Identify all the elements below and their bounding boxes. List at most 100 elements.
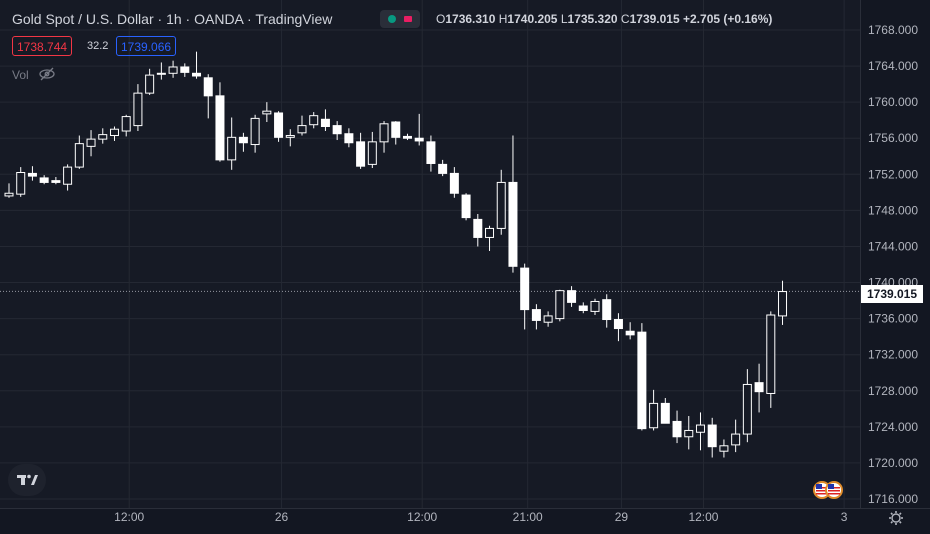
price-tick-label: 1756.000 xyxy=(868,131,918,145)
candle-body-down xyxy=(332,125,342,135)
candle-body-up xyxy=(74,143,84,168)
candle-body-down xyxy=(625,330,635,336)
candle-body-up xyxy=(250,117,260,146)
price-tick-label: 1720.000 xyxy=(868,456,918,470)
market-open-icon xyxy=(388,15,396,23)
candle-body-up xyxy=(367,141,377,165)
candle-body-down xyxy=(602,299,612,321)
tradingview-logo[interactable] xyxy=(8,464,46,496)
candle-body-down xyxy=(215,95,225,161)
price-tick-label: 1724.000 xyxy=(868,420,918,434)
price-tick-label: 1768.000 xyxy=(868,23,918,37)
candle-body-down xyxy=(461,194,471,219)
candle-body-down xyxy=(449,172,459,194)
price-tick-label: 1736.000 xyxy=(868,312,918,326)
chart-area[interactable] xyxy=(0,0,860,508)
candle-body-up xyxy=(227,136,237,161)
volume-indicator-label[interactable]: Vol xyxy=(12,68,29,82)
candle-body-down xyxy=(51,180,61,183)
buy-button[interactable]: 1739.066 xyxy=(116,36,177,56)
candle-body-down xyxy=(27,172,37,177)
candle-body-down xyxy=(39,177,49,183)
price-tick-label: 1732.000 xyxy=(868,348,918,362)
alert-icon xyxy=(404,16,412,22)
candle-body-up xyxy=(109,128,119,137)
price-tick-label: 1760.000 xyxy=(868,95,918,109)
candle-body-up xyxy=(86,138,96,147)
candle-body-down xyxy=(274,112,284,138)
candle-body-down xyxy=(520,267,530,311)
candle-body-up xyxy=(543,315,553,323)
open-value: 1736.310 xyxy=(445,12,496,26)
price-tick-label: 1744.000 xyxy=(868,239,918,253)
candle-body-down xyxy=(438,163,448,174)
candle-body-down xyxy=(613,319,623,330)
candle-body-up xyxy=(684,429,694,438)
market-status-toggle[interactable] xyxy=(380,10,420,28)
candle-body-up xyxy=(168,66,178,74)
symbol-name: Gold Spot / U.S. Dollar xyxy=(12,11,154,27)
candle-body-up xyxy=(496,181,506,229)
candle-body-down xyxy=(356,141,366,167)
time-tick-label: 12:00 xyxy=(407,510,437,524)
candle-body-down xyxy=(672,420,682,438)
candle-body-up xyxy=(63,166,73,185)
candle-body-down xyxy=(578,305,588,311)
candle-body-up xyxy=(766,314,776,394)
spread-value: 32.2 xyxy=(87,40,109,52)
symbol-legend[interactable]: Gold Spot / U.S. Dollar · 1h · OANDA · T… xyxy=(12,11,333,27)
price-tick-label: 1764.000 xyxy=(868,59,918,73)
candle-body-up xyxy=(98,134,108,140)
candle-body-up xyxy=(262,110,272,115)
price-axis[interactable] xyxy=(860,0,930,508)
time-tick-label: 26 xyxy=(275,510,289,524)
settings-gear-icon[interactable] xyxy=(886,508,906,528)
candle-body-up xyxy=(297,125,307,134)
close-value: 1739.015 xyxy=(629,12,680,26)
candle-body-down xyxy=(320,118,330,128)
tv-logo-icon xyxy=(17,474,38,485)
us-flag-events-icon[interactable] xyxy=(810,478,850,502)
candle-body-down xyxy=(192,72,202,77)
candle-body-down xyxy=(531,309,541,321)
candle-body-down xyxy=(391,121,401,138)
candle-body-up xyxy=(285,135,295,138)
candle-body-down xyxy=(414,137,424,142)
ohlc-readout: O1736.310 H1740.205 L1735.320 C1739.015 … xyxy=(436,12,773,26)
time-axis[interactable] xyxy=(0,508,930,534)
candle-body-down xyxy=(238,136,248,144)
platform-label: TradingView xyxy=(255,11,333,27)
eye-hidden-icon[interactable] xyxy=(38,67,56,81)
change-value: +2.705 (+0.16%) xyxy=(683,12,773,26)
candle-body-up xyxy=(16,172,26,195)
candle-body-up xyxy=(309,115,319,126)
candle-body-up xyxy=(731,433,741,446)
time-tick-label: 21:00 xyxy=(513,510,543,524)
interval-label: 1h xyxy=(166,11,182,27)
candle-body-down xyxy=(637,331,647,430)
candle-body-down xyxy=(567,290,577,303)
candle-body-up xyxy=(778,291,788,317)
candle-body-down xyxy=(508,181,518,267)
candle-body-up xyxy=(121,116,131,132)
candle-body-down xyxy=(402,135,412,139)
time-tick-label: 12:00 xyxy=(114,510,144,524)
candle-body-down xyxy=(660,402,670,424)
candle-body-down xyxy=(473,218,483,238)
time-tick-label: 29 xyxy=(615,510,629,524)
candle-body-up xyxy=(695,424,705,433)
candle-body-up xyxy=(649,402,659,429)
candle-body-up xyxy=(555,290,565,320)
candle-body-down xyxy=(180,66,190,73)
high-value: 1740.205 xyxy=(507,12,558,26)
candle-body-down xyxy=(203,77,213,97)
candle-body-up xyxy=(590,300,600,312)
time-tick-label: 3 xyxy=(841,510,848,524)
broker-label: OANDA xyxy=(194,11,244,27)
sell-button[interactable]: 1738.744 xyxy=(12,36,73,56)
candle-body-down xyxy=(707,424,717,448)
candle-body-up xyxy=(4,192,14,197)
candle-body-up xyxy=(156,72,166,75)
price-tick-label: 1728.000 xyxy=(868,384,918,398)
